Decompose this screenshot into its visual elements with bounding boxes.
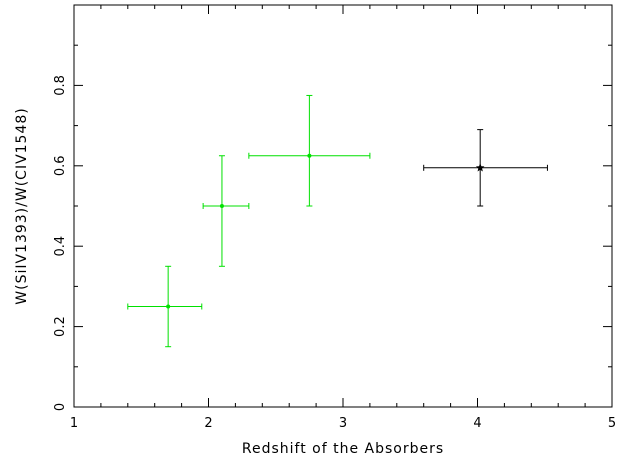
data-point bbox=[423, 129, 548, 207]
dot-marker bbox=[219, 204, 224, 208]
axis-ticks bbox=[73, 5, 613, 408]
x-tick-label: 4 bbox=[473, 416, 481, 431]
y-tick-label: 0.6 bbox=[53, 155, 68, 176]
x-tick-label: 1 bbox=[70, 416, 78, 431]
x-tick-label: 2 bbox=[204, 416, 212, 431]
y-tick-label: 0.4 bbox=[53, 236, 68, 257]
y-tick-label: 0.8 bbox=[53, 75, 68, 96]
star-marker bbox=[475, 163, 485, 172]
x-axis-label: Redshift of the Absorbers bbox=[242, 441, 444, 457]
y-tick-label: 0.2 bbox=[53, 316, 68, 337]
plot-frame bbox=[73, 4, 613, 408]
dot-marker bbox=[307, 153, 312, 158]
y-tick-label: 0 bbox=[53, 403, 68, 411]
data-point bbox=[127, 265, 203, 348]
x-tick-label: 5 bbox=[608, 416, 616, 431]
dot-marker bbox=[166, 304, 171, 309]
data-point bbox=[202, 155, 250, 267]
data-points bbox=[127, 94, 548, 348]
data-point bbox=[248, 94, 371, 207]
x-tick-label: 3 bbox=[339, 416, 347, 431]
y-axis-label: W(SiIV1393)/W(CIV1548) bbox=[14, 107, 30, 304]
axis-tick-labels: 1 2 3 4 5 0 0.2 0.4 0.6 0.8 bbox=[53, 75, 616, 431]
